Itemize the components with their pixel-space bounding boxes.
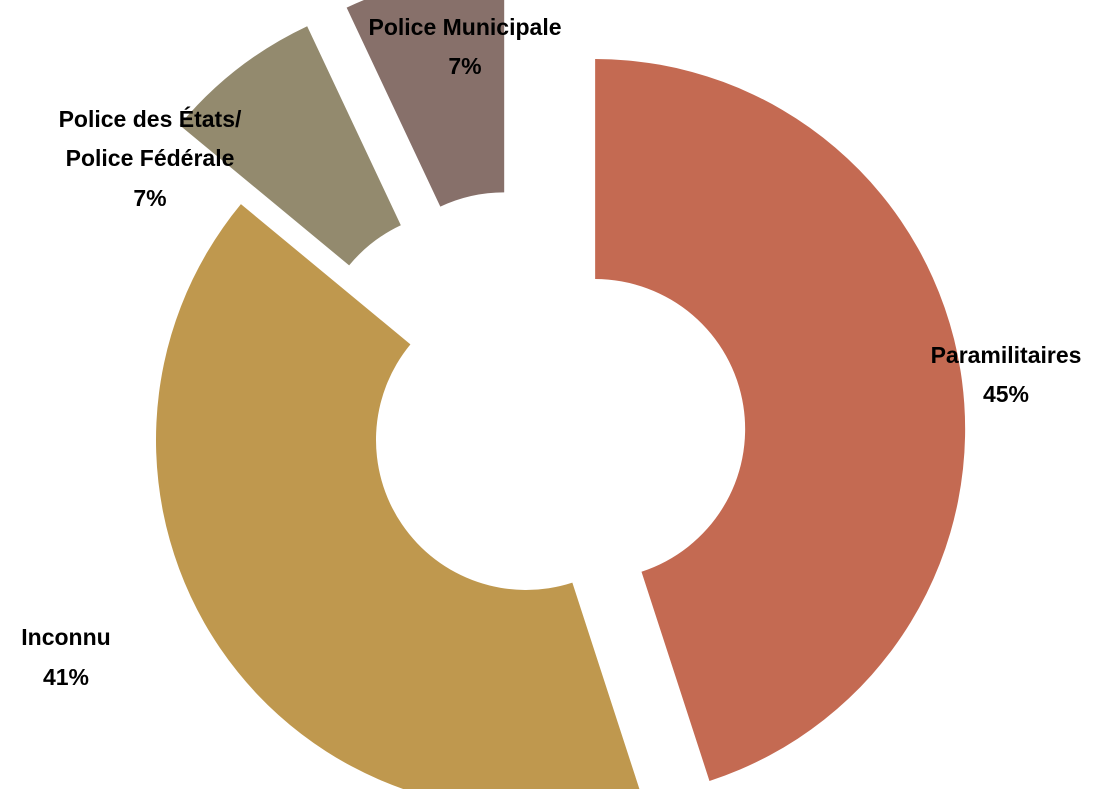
label-inconnu-name: Inconnu [21,624,110,650]
slice-police-municipale [346,0,505,207]
slice-inconnu [156,204,640,789]
label-police-municipale-name: Police Municipale [369,14,562,40]
slice-police-des-tats-police-f-d-rale [179,26,401,266]
label-police-municipale-value: 7% [448,53,481,79]
label-police-etats-line1: Police des États/ [59,105,242,132]
donut-slices [156,0,966,789]
label-inconnu-value: 41% [43,664,89,690]
label-police-etats-value: 7% [133,185,166,211]
label-paramilitaires-value: 45% [983,381,1029,407]
slice-paramilitaires [595,59,966,781]
label-paramilitaires-name: Paramilitaires [931,342,1082,368]
label-police-etats-line2: Police Fédérale [66,145,235,171]
